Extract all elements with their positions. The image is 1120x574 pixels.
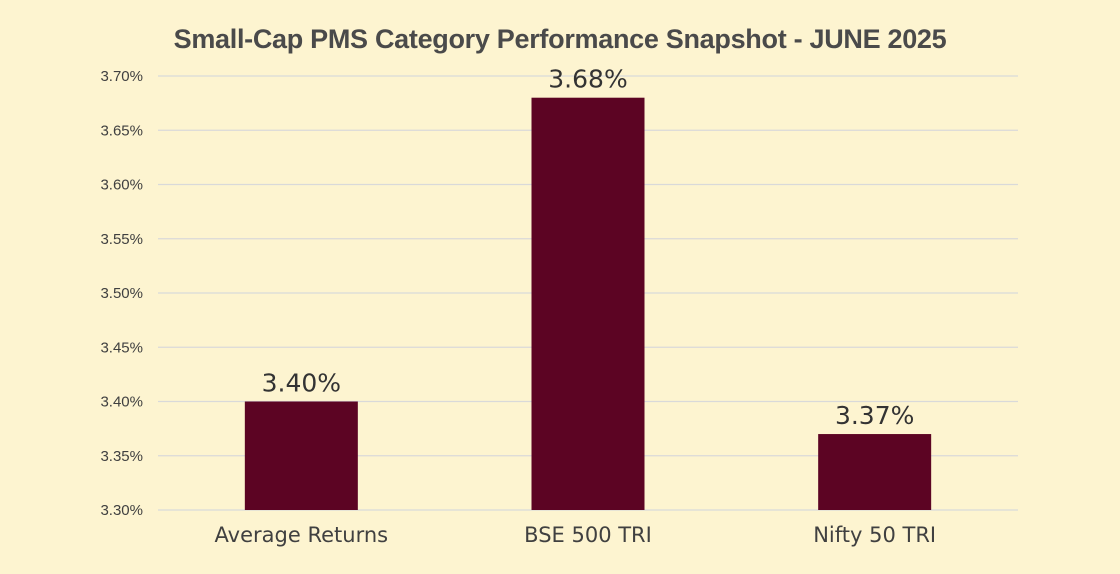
- bar: [531, 97, 645, 510]
- y-tick-label: 3.30%: [100, 502, 143, 519]
- bar: [244, 401, 358, 510]
- x-category-label: Nifty 50 TRI: [813, 523, 936, 547]
- y-tick-label: 3.60%: [100, 177, 143, 194]
- y-tick-label: 3.35%: [100, 448, 143, 465]
- y-tick-label: 3.65%: [100, 122, 143, 139]
- y-tick-label: 3.55%: [100, 231, 143, 248]
- chart-title: Small-Cap PMS Category Performance Snaps…: [174, 24, 947, 54]
- data-label: 3.68%: [548, 65, 627, 94]
- data-label: 3.40%: [262, 369, 341, 398]
- bar: [818, 434, 932, 510]
- y-axis-tick-labels: 3.30% 3.35% 3.40% 3.45% 3.50% 3.55% 3.60% 3.65%…: [100, 68, 143, 519]
- data-labels: 3.40% 3.68% 3.37%: [262, 65, 915, 430]
- y-tick-label: 3.45%: [100, 339, 143, 356]
- y-tick-label: 3.50%: [100, 285, 143, 302]
- y-tick-label: 3.70%: [100, 68, 143, 85]
- y-tick-label: 3.40%: [100, 394, 143, 411]
- x-axis-category-labels: Average Returns BSE 500 TRI Nifty 50 TRI: [215, 523, 937, 547]
- bars: [244, 97, 932, 510]
- x-category-label: BSE 500 TRI: [524, 523, 652, 547]
- data-label: 3.37%: [835, 401, 914, 430]
- x-category-label: Average Returns: [215, 523, 389, 547]
